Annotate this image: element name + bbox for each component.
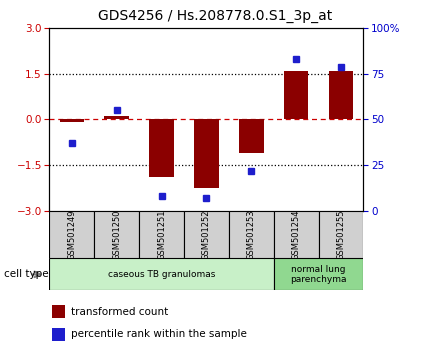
- Text: GSM501252: GSM501252: [202, 209, 211, 260]
- FancyBboxPatch shape: [49, 258, 273, 290]
- Bar: [284, 71, 308, 120]
- Text: GSM501250: GSM501250: [112, 209, 121, 260]
- Bar: [239, 120, 264, 153]
- FancyBboxPatch shape: [273, 211, 319, 258]
- Text: GDS4256 / Hs.208778.0.S1_3p_at: GDS4256 / Hs.208778.0.S1_3p_at: [98, 9, 332, 23]
- Bar: [329, 71, 353, 120]
- FancyBboxPatch shape: [139, 211, 184, 258]
- Text: GSM501249: GSM501249: [68, 209, 77, 260]
- Text: normal lung
parenchyma: normal lung parenchyma: [290, 265, 347, 284]
- FancyBboxPatch shape: [94, 211, 139, 258]
- Bar: [52, 305, 64, 318]
- FancyBboxPatch shape: [273, 258, 363, 290]
- Bar: [52, 328, 64, 341]
- FancyBboxPatch shape: [184, 211, 229, 258]
- Bar: [194, 120, 219, 188]
- FancyBboxPatch shape: [49, 211, 94, 258]
- Text: GSM501253: GSM501253: [247, 209, 256, 260]
- Text: percentile rank within the sample: percentile rank within the sample: [71, 329, 247, 339]
- Text: GSM501251: GSM501251: [157, 209, 166, 260]
- FancyBboxPatch shape: [229, 211, 273, 258]
- Text: GSM501255: GSM501255: [336, 209, 345, 260]
- Text: caseous TB granulomas: caseous TB granulomas: [108, 270, 215, 279]
- Bar: [59, 120, 84, 122]
- Text: transformed count: transformed count: [71, 307, 169, 317]
- FancyBboxPatch shape: [319, 211, 363, 258]
- Text: cell type: cell type: [4, 269, 49, 279]
- Bar: [104, 116, 129, 120]
- Text: GSM501254: GSM501254: [292, 209, 301, 260]
- Bar: [149, 120, 174, 177]
